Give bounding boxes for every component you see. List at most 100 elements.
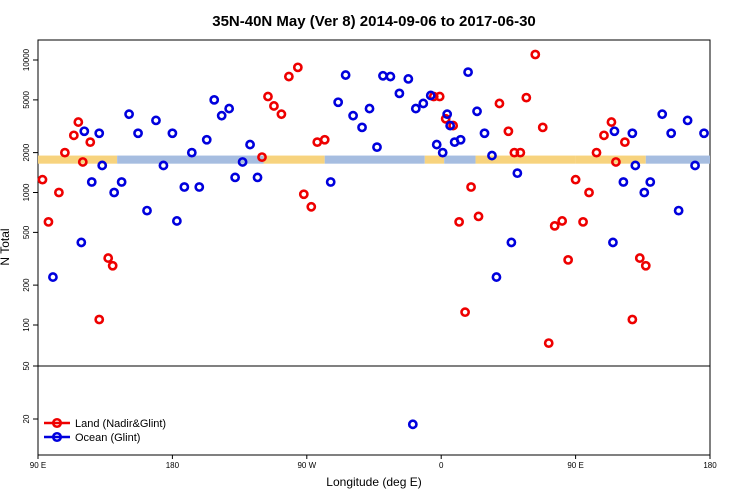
ocean-point [142,205,152,216]
ocean-point [445,120,456,131]
legend: Land (Nadir&Glint) Ocean (Glint) [44,417,166,444]
land-point [591,147,602,158]
land-point [306,201,317,212]
ocean-point [618,177,629,187]
land-point [434,91,445,102]
land-point [570,174,581,185]
lower-panel-frame [37,365,711,456]
land-point [494,98,505,109]
ocean-point [230,172,241,183]
ocean-point [506,237,517,248]
land-point [43,216,54,227]
x-axis-label: Longitude (deg E) [326,475,421,489]
land-point [640,260,651,271]
ocean-point [171,216,182,226]
ocean-point [463,67,473,78]
land-point [599,130,609,141]
land-point [515,147,526,158]
land-point [627,314,638,325]
land-point [584,187,594,198]
y-axis-upper-ticks: 100 200 500 1000 2000 5000 10000 50 [22,48,38,370]
legend-ocean-marker [51,431,63,443]
x-tick-label: 90 W [297,461,316,470]
ocean-point [385,71,396,82]
x-tick-label: 0 [439,461,444,470]
ocean-point [609,126,620,137]
land-point [521,92,532,103]
land-point [460,307,470,318]
ocean-point [124,109,134,120]
ocean-point [682,115,693,126]
land-point [107,260,118,271]
ocean-point [639,187,650,198]
ocean-point [252,172,263,183]
ocean-point [79,126,90,137]
band-segment-land [475,155,576,164]
land-point [68,130,79,141]
x-tick-label: 180 [166,461,180,470]
land-point [454,216,465,227]
land-point [543,338,554,349]
plot-area-upper: 100 200 500 1000 2000 5000 10000 50 [22,39,711,430]
y-tick-label: 50 [22,361,31,370]
ocean-point [472,106,482,117]
ocean-point [431,139,442,150]
ocean-point [418,98,429,109]
y-tick-label: 2000 [22,143,31,161]
ocean-point [673,205,684,216]
x-tick-label: 90 E [567,461,583,470]
land-point [319,134,330,145]
ocean-point [76,237,87,248]
ocean-point [487,150,497,161]
land-point [94,314,105,325]
y-tick-label: 5000 [22,90,31,108]
ocean-point [325,177,336,187]
ocean-point [245,139,255,150]
ocean-point [364,103,375,114]
y-tick-label: 10000 [22,48,31,71]
ocean-point [216,110,227,121]
y-tick-label: 200 [22,278,31,292]
ocean-point [645,177,656,187]
land-point [530,49,541,60]
land-point [263,91,273,102]
x-tick-label: 180 [703,461,717,470]
ocean-point [437,147,448,158]
ocean-point [699,128,709,139]
land-point [503,126,514,137]
ocean-point [425,90,436,101]
y-tick-label: 1000 [22,183,31,201]
ocean-point [333,97,344,108]
land-point [312,137,323,148]
land-point [77,157,88,167]
y-tick-label: 20 [22,414,31,423]
y-tick-label: 100 [22,318,31,332]
legend-land-marker [51,417,63,429]
ocean-point [657,109,668,120]
band-segment-land [424,155,445,164]
ocean-point [86,177,97,187]
chart-title: 35N-40N May (Ver 8) 2014-09-06 to 2017-0… [212,13,536,30]
ocean-point [357,122,367,133]
ocean-point [407,419,418,430]
land-point [619,137,630,148]
land-point [466,182,476,192]
y-axis-label: N Total [0,228,12,265]
ocean-point [48,272,58,282]
ocean-point [442,109,453,120]
ocean-point [194,182,205,192]
ocean-point [224,103,235,114]
land-point [257,152,267,162]
ocean-point [109,187,120,198]
ocean-point [158,160,169,171]
legend-ocean-label: Ocean (Glint) [75,432,140,444]
land-point [54,187,64,198]
upper-panel-frame [37,39,711,367]
ocean-point [237,157,248,167]
legend-land-label: Land (Nadir&Glint) [75,418,166,430]
ocean-point [403,74,414,84]
land-point [292,62,303,73]
ocean-point [627,128,638,139]
ocean-point [186,147,197,158]
ocean-point [209,94,220,105]
